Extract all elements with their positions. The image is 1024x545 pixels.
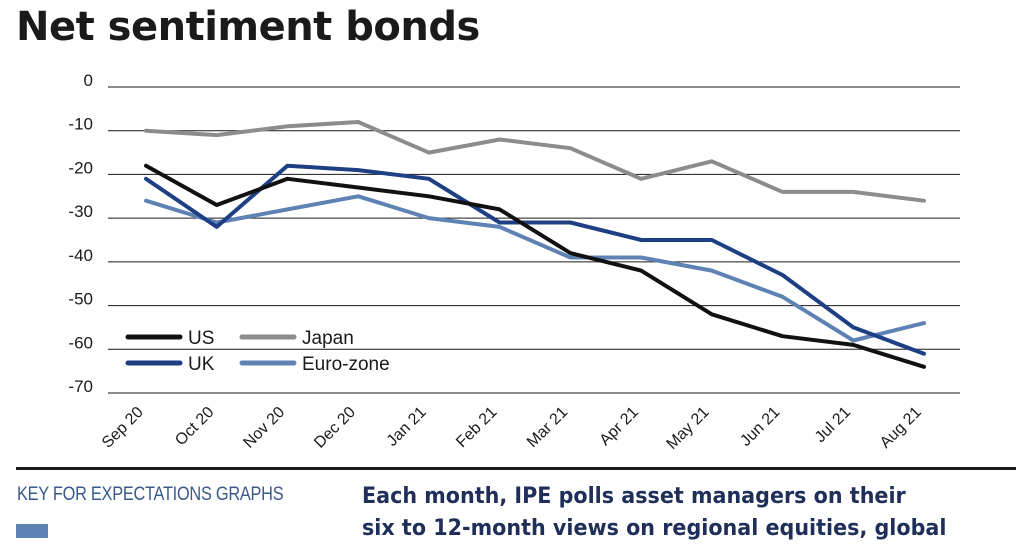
y-tick-label: -50 [68,290,93,309]
legend-label-uk: UK [188,354,215,375]
y-tick-label: -70 [68,377,93,396]
y-tick-label: -30 [68,202,93,221]
x-tick-label: Feb 21 [453,404,500,451]
x-tick-label: Mar 21 [524,404,571,451]
y-tick-label: -20 [68,158,93,177]
x-tick-label: Jun 21 [737,404,783,450]
intro-line-1: Each month, IPE polls asset managers on … [362,484,906,509]
intro-text: Each month, IPE polls asset managers on … [362,481,982,545]
intro-line-2: six to 12-month views on regional equiti… [362,516,947,541]
x-tick-label: Nov 20 [240,404,288,452]
series-line-japan [144,120,926,203]
series-line-uk [144,163,926,356]
x-tick-label: Sep 20 [99,404,147,452]
y-tick-label: -40 [68,246,93,265]
x-tick-label: May 21 [664,404,713,453]
x-tick-label: Dec 20 [311,404,359,452]
series-line-euro-zone [144,194,926,343]
line-chart: 0 -10 -20 -30 -40 -50 -60 -70 Sep 20 Oct 20 Nov 2… [68,71,960,453]
y-tick-label: 0 [84,71,93,90]
legend-label-euro-zone: Euro-zone [302,354,390,375]
legend-label-us: US [188,328,214,349]
key-heading: KEY FOR EXPECTATIONS GRAPHS [17,484,284,505]
y-tick-labels: 0 -10 -20 -30 -40 -50 -60 -70 [68,71,93,396]
y-tick-label: -10 [68,115,93,134]
x-tick-label: Oct 20 [172,404,217,449]
x-tick-labels: Sep 20 Oct 20 Nov 20 Dec 20 Jan 21 Feb 21 Mar … [99,404,925,453]
legend-label-japan: Japan [302,328,354,349]
legend: US Japan UK Euro-zone [125,328,390,375]
section-divider [16,467,1016,470]
key-swatch [16,524,48,538]
series-line-us [144,163,926,369]
x-tick-label: Apr 21 [597,404,642,449]
y-tick-label: -60 [68,333,93,352]
chart-title: Net sentiment bonds [16,4,480,50]
series-lines [144,120,926,369]
x-tick-label: Jan 21 [384,404,430,450]
x-tick-label: Jul 21 [812,404,854,446]
x-tick-label: Aug 21 [877,404,925,452]
